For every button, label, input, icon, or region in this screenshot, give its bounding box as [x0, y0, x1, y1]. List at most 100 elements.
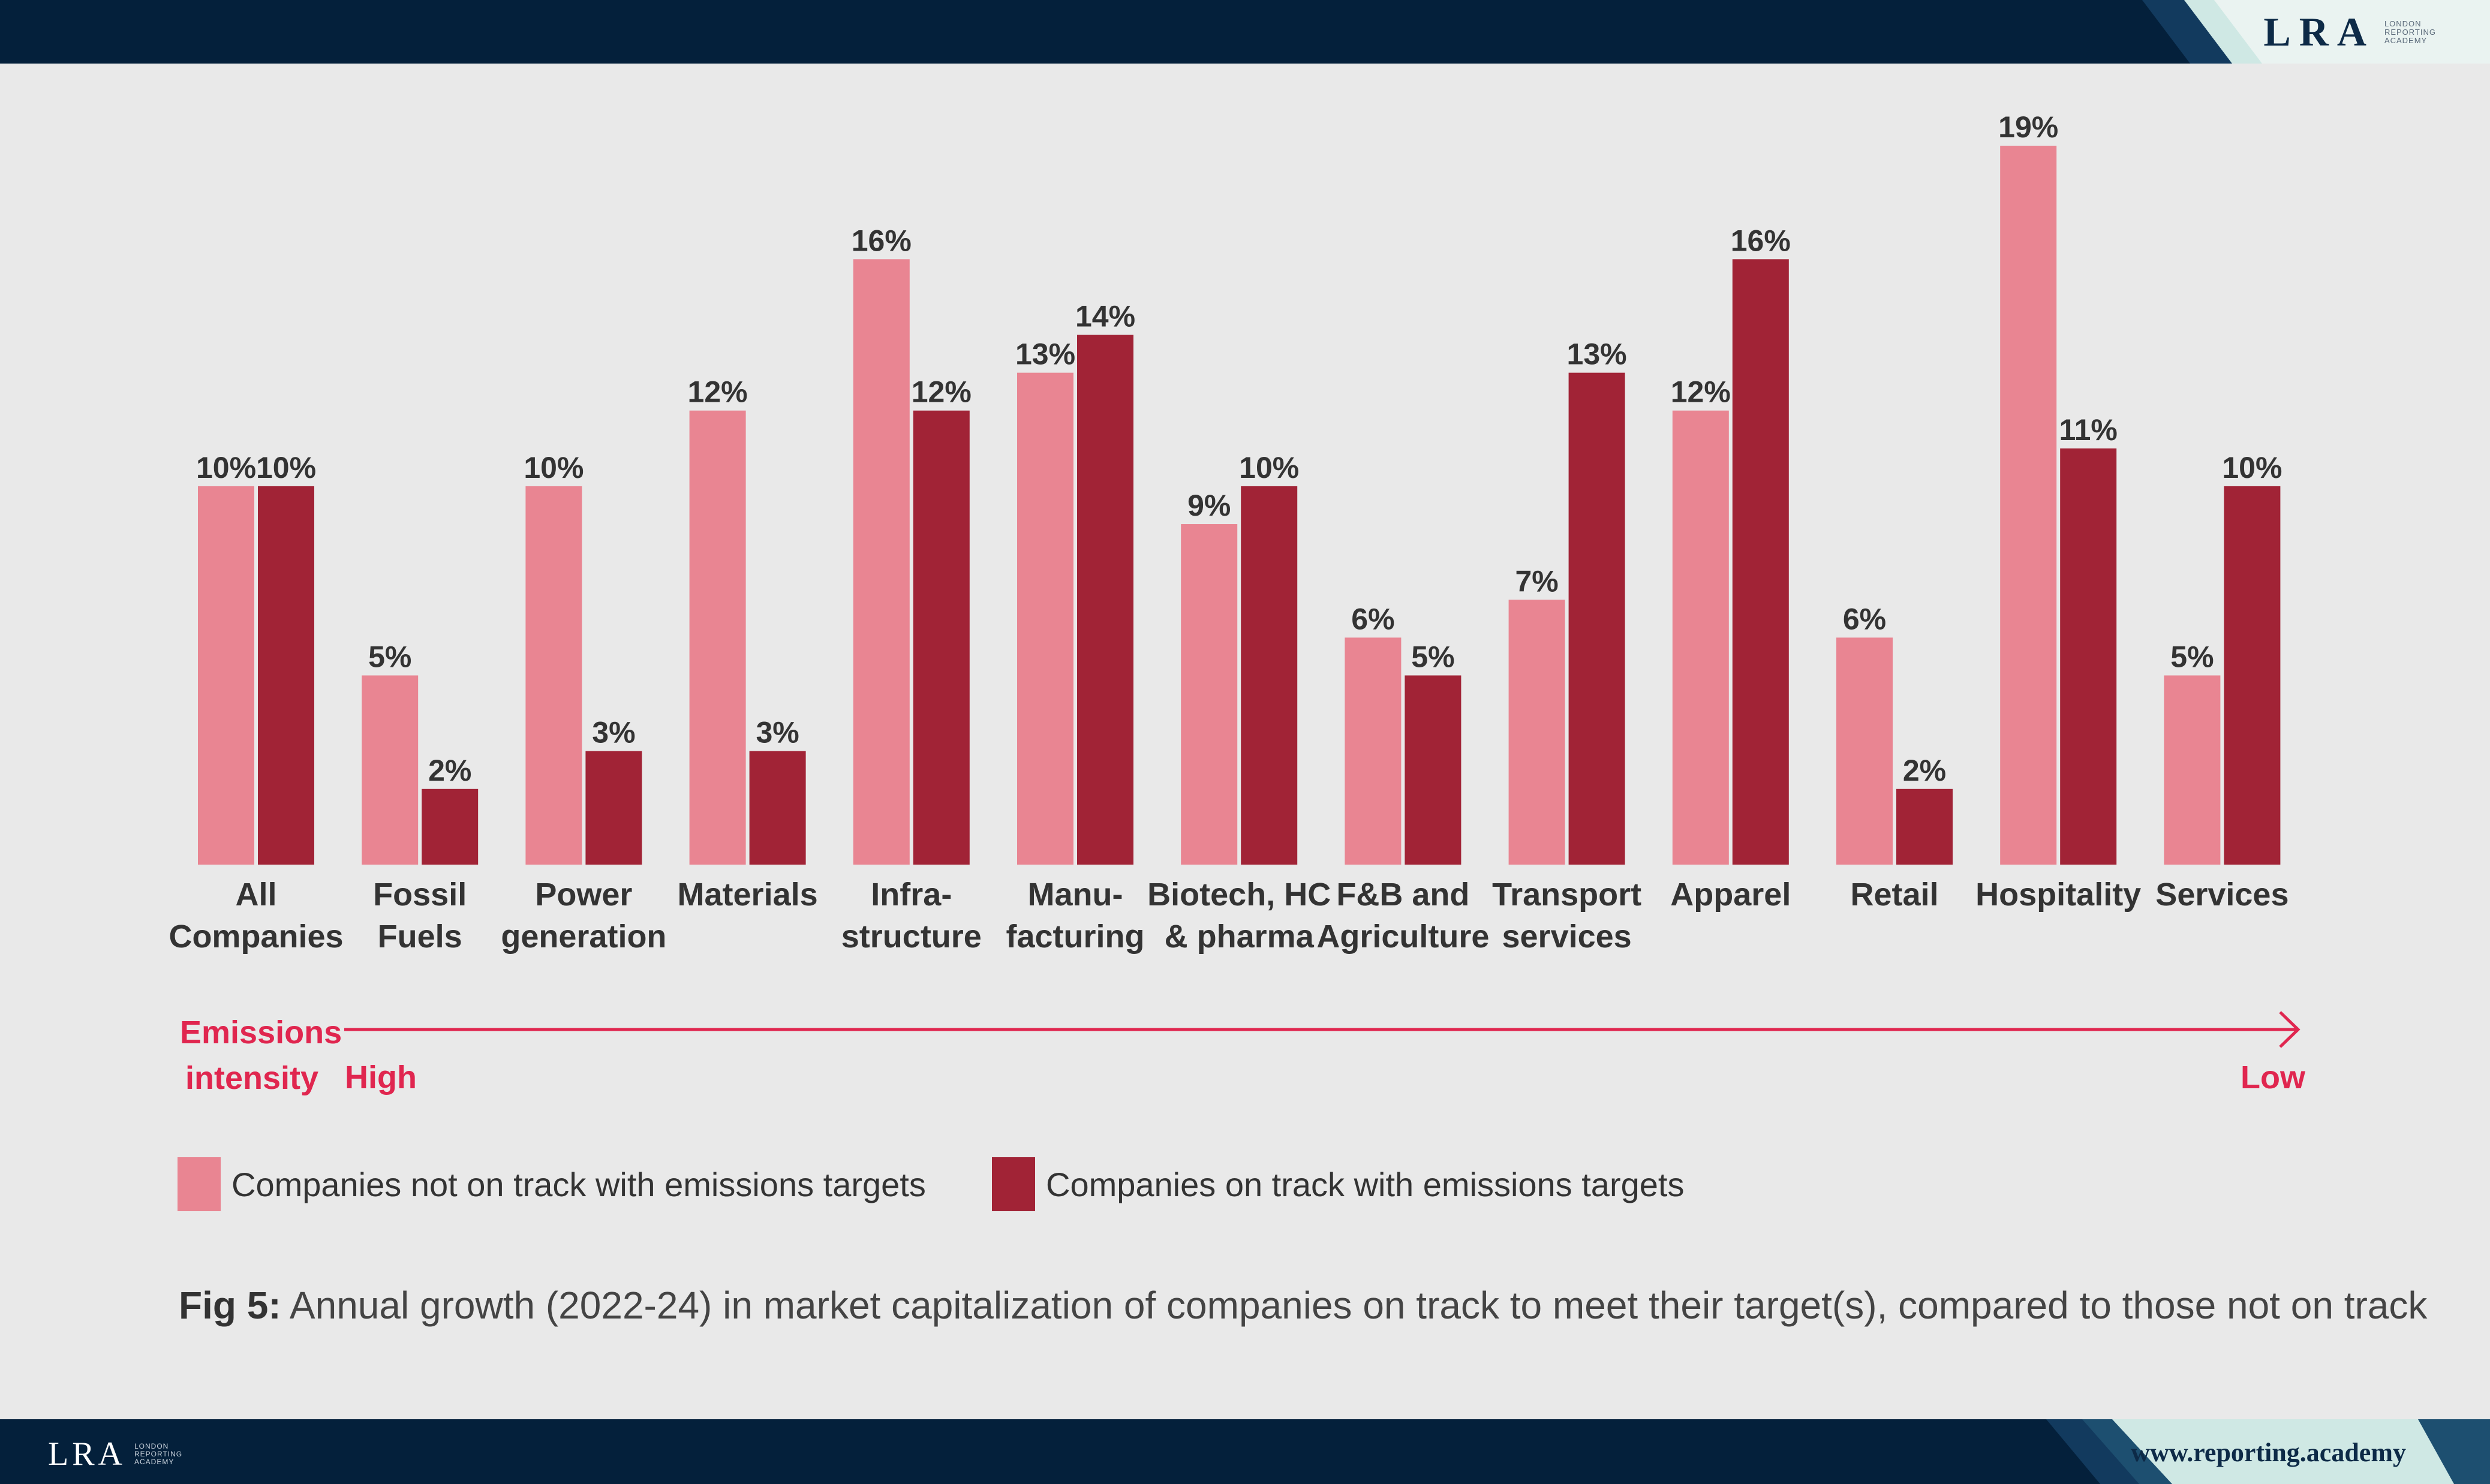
bar-value-label: 12%	[1671, 375, 1731, 409]
logo-subtitle: LONDON REPORTING ACADEMY	[2384, 19, 2436, 45]
bar-value-label: 10%	[256, 451, 316, 484]
bar-on-track-6	[1241, 486, 1298, 865]
bottom-banner-accent	[2046, 1419, 2490, 1484]
bars-layer	[198, 146, 2281, 865]
figure-caption-text: Annual growth (2022-24) in market capita…	[281, 1284, 2428, 1327]
category-label: Companies	[169, 919, 343, 955]
bar-not-on-track-1	[362, 675, 419, 865]
bar-on-track-2	[585, 751, 642, 865]
bar-value-label: 10%	[2222, 451, 2282, 484]
category-label: Biotech, HC	[1147, 877, 1331, 913]
category-label: F&B and	[1336, 877, 1469, 913]
bar-on-track-4	[913, 410, 970, 865]
bar-not-on-track-11	[2000, 146, 2057, 865]
category-labels: All Companies Fossil Fuels Power generation Ma…	[169, 877, 2288, 955]
category-label: Apparel	[1670, 877, 1791, 913]
website-url[interactable]: www.reporting.academy	[2131, 1438, 2406, 1467]
bar-value-label: 16%	[852, 224, 912, 257]
bar-value-label: 13%	[1015, 338, 1075, 371]
figure-caption: Fig 5: Annual growth (2022-24) in market…	[179, 1283, 2427, 1328]
category-label: Fuels	[378, 919, 462, 955]
bar-value-label: 12%	[912, 375, 972, 409]
bar-not-on-track-0	[198, 486, 254, 865]
emissions-intensity-label: Emissions intensity	[180, 1015, 342, 1096]
bottom-banner: LRA LONDON REPORTING ACADEMY www.reporting…	[0, 1419, 2490, 1484]
bar-not-on-track-5	[1017, 372, 1073, 865]
bottom-logo-mark: LRA	[48, 1435, 126, 1473]
legend-item-not-on-track: Companies not on track with emissions ta…	[178, 1157, 926, 1211]
bar-on-track-9	[1732, 259, 1789, 865]
bottom-logo: LRA LONDON REPORTING ACADEMY	[48, 1435, 182, 1473]
category-label: generation	[501, 919, 666, 955]
bar-on-track-5	[1077, 335, 1133, 865]
bar-value-label: 16%	[1731, 224, 1791, 257]
bar-value-label: 6%	[1843, 602, 1886, 636]
logo-mark: LRA	[2263, 9, 2375, 55]
category-label: services	[1502, 919, 1631, 955]
bar-value-label: 10%	[524, 451, 584, 484]
bar-value-label: 10%	[1239, 451, 1299, 484]
bar-value-label: 3%	[756, 716, 799, 749]
category-label: Agriculture	[1316, 919, 1489, 955]
legend-label-not-on-track: Companies not on track with emissions ta…	[231, 1165, 926, 1203]
bar-on-track-7	[1405, 675, 1461, 865]
bar-value-label: 13%	[1567, 338, 1627, 371]
bar-chart: 10% 10%5%2%10%3%12%3%16%12%13%14%9%10%6%5…	[169, 110, 2288, 955]
bar-not-on-track-10	[1836, 637, 1893, 865]
category-label: Retail	[1850, 877, 1938, 913]
top-logo: LRA LONDON REPORTING ACADEMY	[2263, 8, 2436, 56]
category-label: Hospitality	[1975, 877, 2141, 913]
bottom-logo-subtitle: LONDON REPORTING ACADEMY	[134, 1441, 183, 1466]
category-label: Infra-	[871, 877, 952, 913]
bar-value-label: 6%	[1351, 602, 1394, 636]
bar-not-on-track-3	[689, 410, 746, 865]
legend-swatch-on-track	[992, 1157, 1035, 1211]
bar-on-track-12	[2224, 486, 2281, 865]
category-label: Transport	[1492, 877, 1641, 913]
category-label: Services	[2155, 877, 2288, 913]
bar-on-track-1	[422, 788, 479, 865]
bar-not-on-track-2	[525, 486, 582, 865]
bar-value-label: 2%	[428, 754, 471, 787]
category-label: structure	[841, 919, 982, 955]
top-banner: LRA LONDON REPORTING ACADEMY	[0, 0, 2490, 64]
bar-not-on-track-12	[2164, 675, 2221, 865]
category-label: Power	[535, 877, 632, 913]
bar-value-label: 19%	[1998, 110, 2058, 144]
emissions-low-label: Low	[2241, 1059, 2305, 1095]
bar-value-label: 5%	[368, 640, 411, 673]
top-banner-accent	[2142, 0, 2490, 64]
legend-swatch-not-on-track	[178, 1157, 221, 1211]
emissions-arrow	[344, 1011, 2300, 1048]
bar-on-track-0	[258, 486, 314, 865]
bar-value-label: 12%	[688, 375, 748, 409]
category-label: facturing	[1006, 919, 1144, 955]
emissions-high-label: High	[345, 1059, 417, 1095]
bar-not-on-track-6	[1181, 524, 1238, 865]
figure-caption-prefix: Fig 5:	[179, 1284, 281, 1327]
category-label: Fossil	[373, 877, 467, 913]
bar-value-label: 5%	[2170, 640, 2214, 673]
bar-not-on-track-4	[853, 259, 910, 865]
bar-on-track-3	[749, 751, 806, 865]
bar-value-label: 5%	[1411, 640, 1454, 673]
bar-on-track-11	[2060, 448, 2117, 865]
legend-item-on-track: Companies on track with emissions target…	[992, 1157, 1684, 1211]
bar-value-label: 3%	[592, 716, 635, 749]
bar-value-label: 10%	[196, 451, 256, 484]
category-label: Materials	[678, 877, 818, 913]
category-label: & pharma	[1165, 919, 1315, 955]
bar-value-label: 9%	[1187, 489, 1231, 522]
bar-value-label: 7%	[1515, 564, 1558, 598]
bar-value-label: 14%	[1075, 300, 1135, 333]
bar-on-track-8	[1568, 372, 1625, 865]
category-label: All	[235, 877, 276, 913]
bar-value-label: 11%	[2059, 413, 2118, 447]
bar-on-track-10	[1896, 788, 1953, 865]
category-label: Manu-	[1028, 877, 1123, 913]
legend-label-on-track: Companies on track with emissions target…	[1046, 1165, 1685, 1203]
bar-not-on-track-9	[1672, 410, 1729, 865]
bar-not-on-track-8	[1508, 600, 1565, 865]
bar-value-label: 2%	[1903, 754, 1946, 787]
bar-value-labels: 10% 10%5%2%10%3%12%3%16%12%13%14%9%10%6%5…	[196, 110, 2282, 787]
